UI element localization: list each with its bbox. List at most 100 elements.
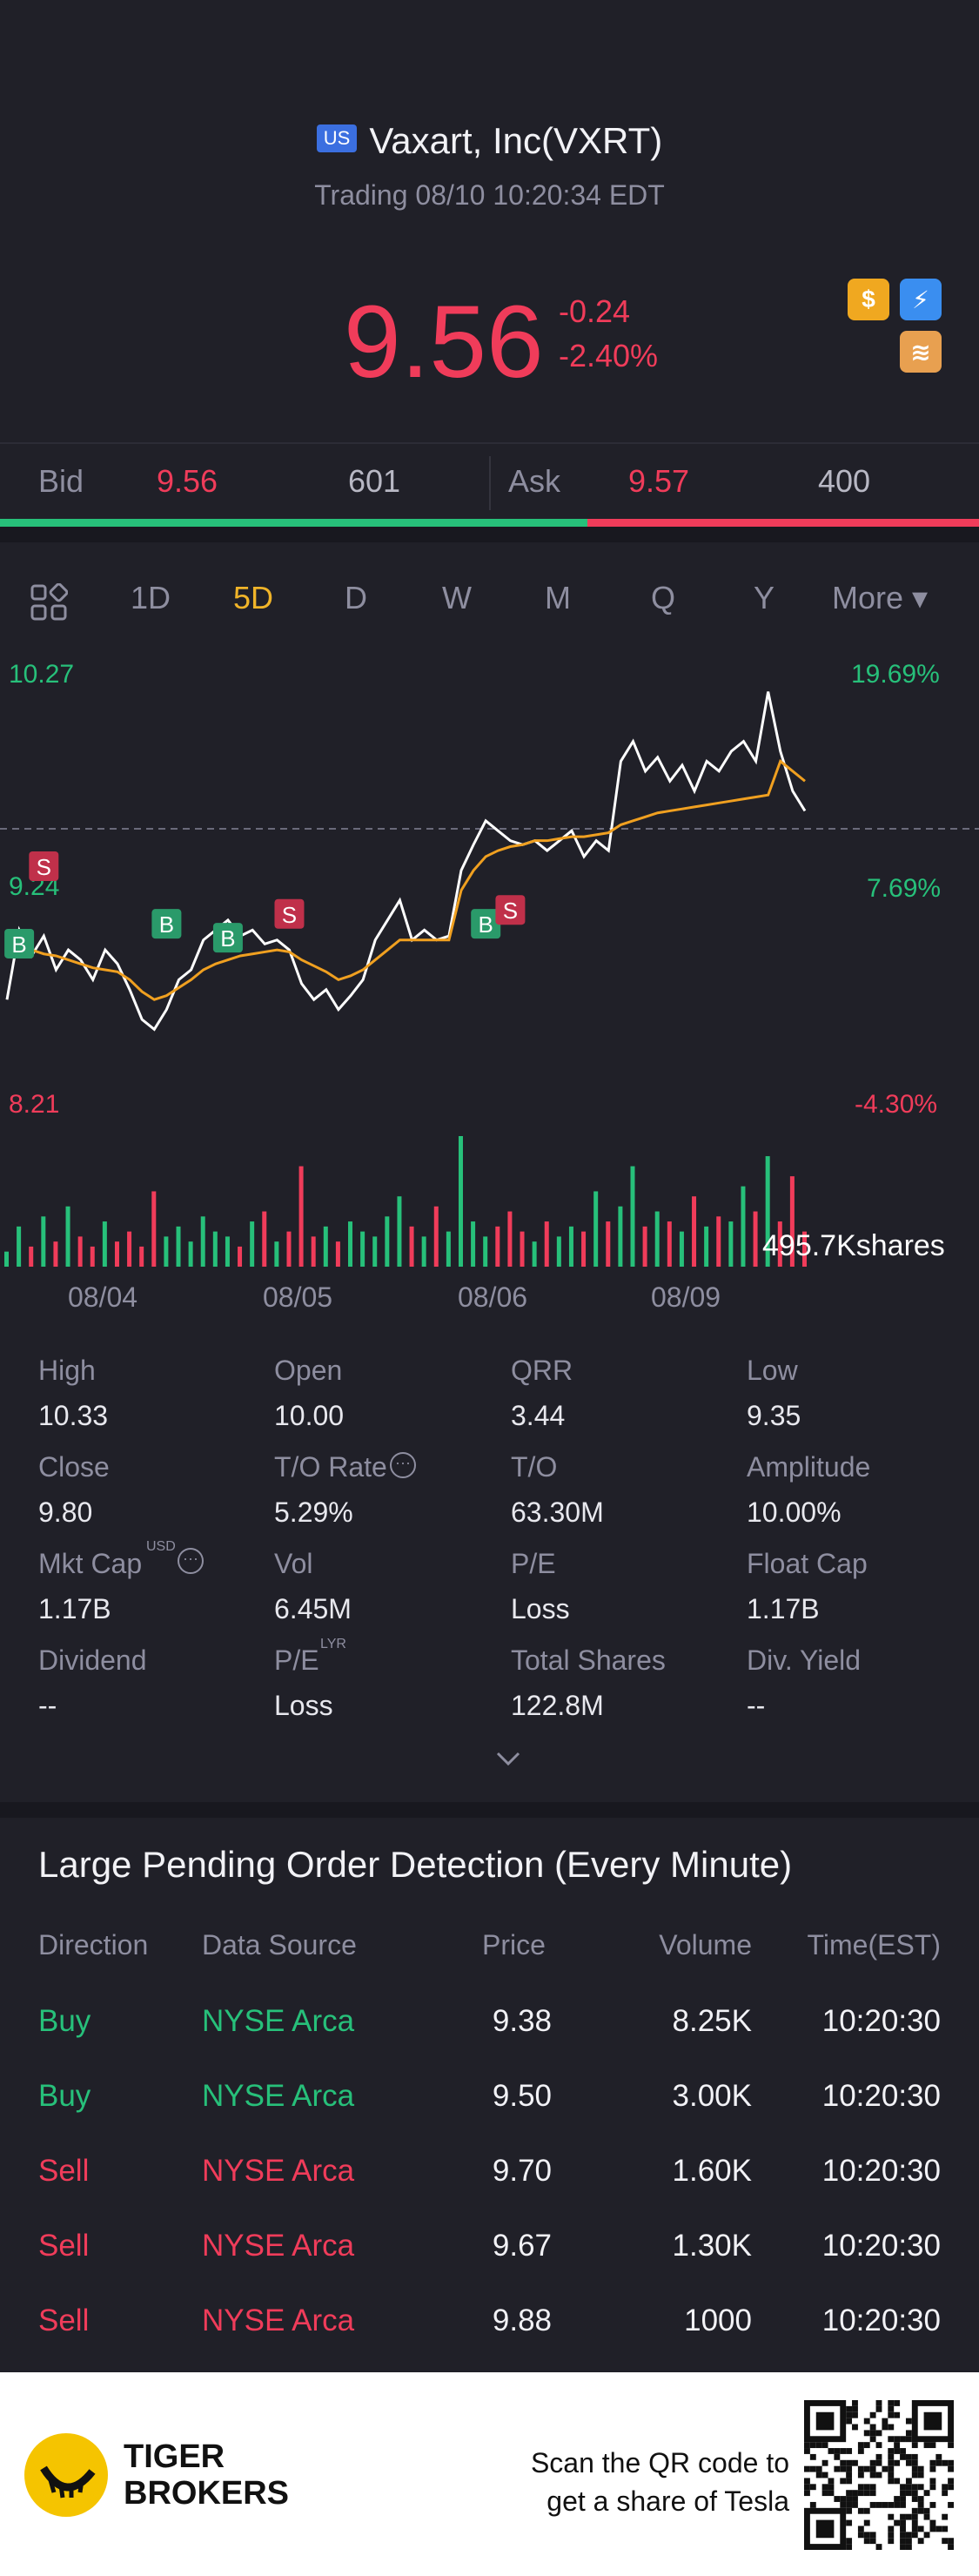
- qr-module: [815, 2442, 822, 2449]
- tab-d[interactable]: D: [345, 580, 367, 615]
- tab-y[interactable]: Y: [754, 580, 775, 615]
- volume-bar: [311, 1236, 316, 1267]
- qr-finder: [815, 2519, 835, 2539]
- volume-bar: [348, 1221, 353, 1267]
- tab-q[interactable]: Q: [651, 580, 676, 615]
- qr-module: [875, 2453, 882, 2460]
- qr-module: [888, 2405, 895, 2412]
- stack-icon[interactable]: ≋: [900, 331, 942, 373]
- chevron-down-icon[interactable]: [493, 1748, 524, 1769]
- qr-module: [804, 2484, 810, 2491]
- ask-label: Ask: [508, 463, 561, 499]
- qr-module: [935, 2453, 942, 2460]
- tab-w[interactable]: W: [442, 580, 472, 615]
- qr-module: [804, 2490, 810, 2497]
- qr-module: [846, 2405, 853, 2412]
- qr-module: [917, 2472, 924, 2478]
- qr-module: [917, 2484, 924, 2491]
- volume-bar: [262, 1211, 267, 1267]
- stock-name: Vaxart, Inc(VXRT): [369, 120, 663, 161]
- qr-code[interactable]: [804, 2400, 954, 2550]
- qr-module: [875, 2442, 882, 2449]
- qr-module: [929, 2459, 936, 2466]
- col-volume: Volume: [659, 1929, 752, 1961]
- volume-bar: [483, 1236, 488, 1267]
- qr-module: [948, 2544, 954, 2550]
- chart-high-pct: 19.69%: [851, 660, 940, 689]
- stat-value: 5.29%: [274, 1497, 353, 1528]
- qr-module: [894, 2501, 901, 2508]
- trade-marker-b: B: [151, 909, 182, 939]
- ask-ratio-bar: [587, 519, 979, 527]
- tab-5d[interactable]: 5D: [233, 580, 274, 615]
- trade-marker-b: B: [212, 923, 243, 953]
- info-icon[interactable]: ···: [390, 1452, 416, 1478]
- tab-m[interactable]: M: [545, 580, 571, 615]
- price-line: [5, 691, 807, 1032]
- qr-module: [869, 2472, 876, 2478]
- qr-module: [923, 2532, 930, 2539]
- volume-bar: [200, 1216, 205, 1267]
- volume-bar: [212, 1231, 218, 1267]
- volume-bar: [114, 1241, 119, 1267]
- qr-finder: [923, 2411, 942, 2431]
- tab-1d[interactable]: 1D: [131, 580, 171, 615]
- stat-label: QRR: [511, 1355, 573, 1386]
- volume-label: 495.7Kshares: [762, 1229, 945, 1262]
- market-badge: US: [316, 124, 358, 152]
- qr-module: [840, 2459, 847, 2466]
- qr-module: [875, 2544, 882, 2550]
- stat-label: T/O Rate: [274, 1451, 387, 1483]
- qr-module: [846, 2519, 853, 2526]
- volume-bar: [4, 1251, 9, 1267]
- qr-module: [888, 2472, 895, 2478]
- qr-module: [917, 2501, 924, 2508]
- tab-more[interactable]: More ▾: [832, 580, 929, 615]
- date-label: 08/05: [263, 1281, 333, 1313]
- volume-bar: [286, 1231, 292, 1267]
- qr-module: [869, 2424, 876, 2431]
- volume-bar: [446, 1231, 451, 1267]
- qr-module: [804, 2442, 810, 2449]
- qr-module: [869, 2484, 876, 2491]
- stat-value: 10.00%: [747, 1497, 842, 1528]
- qr-module: [900, 2453, 906, 2460]
- stat-label: P/E: [511, 1548, 556, 1579]
- bid-ask-divider: [489, 456, 491, 510]
- qr-module: [911, 2453, 918, 2460]
- volume-bar: [777, 1221, 782, 1267]
- order-price: 9.70: [492, 2154, 552, 2188]
- qr-module: [894, 2411, 901, 2418]
- qr-module: [875, 2405, 882, 2412]
- volume-bar: [654, 1211, 660, 1267]
- trade-marker-text: S: [503, 898, 518, 924]
- qr-module: [905, 2490, 912, 2497]
- qr-module: [846, 2418, 853, 2425]
- qr-module: [917, 2526, 924, 2532]
- stat-label: Float Cap: [747, 1548, 868, 1579]
- brand-line2: BROKERS: [124, 2475, 290, 2512]
- stat-label: Div. Yield: [747, 1644, 862, 1676]
- qr-module: [894, 2448, 901, 2454]
- qr-module: [942, 2538, 949, 2545]
- volume-bar: [741, 1186, 746, 1267]
- volume-bar: [556, 1236, 561, 1267]
- grid-icon[interactable]: [30, 582, 69, 622]
- order-volume: 3.00K: [672, 2079, 752, 2113]
- volume-bar: [802, 1231, 807, 1267]
- volume-bar: [765, 1156, 770, 1267]
- qr-module: [869, 2436, 876, 2443]
- stat-value: 3.44: [511, 1400, 566, 1431]
- trade-marker-text: B: [11, 932, 26, 958]
- dollar-icon[interactable]: $: [848, 279, 889, 320]
- qr-module: [923, 2442, 930, 2449]
- stat-label: Open: [274, 1355, 343, 1386]
- col-direction: Direction: [38, 1929, 149, 1961]
- volume-bar: [544, 1221, 549, 1267]
- qr-module: [888, 2424, 895, 2431]
- volume-bar: [53, 1241, 58, 1267]
- order-direction: Sell: [38, 2304, 90, 2337]
- lightning-icon[interactable]: ⚡: [900, 279, 942, 320]
- info-icon[interactable]: ···: [178, 1548, 204, 1574]
